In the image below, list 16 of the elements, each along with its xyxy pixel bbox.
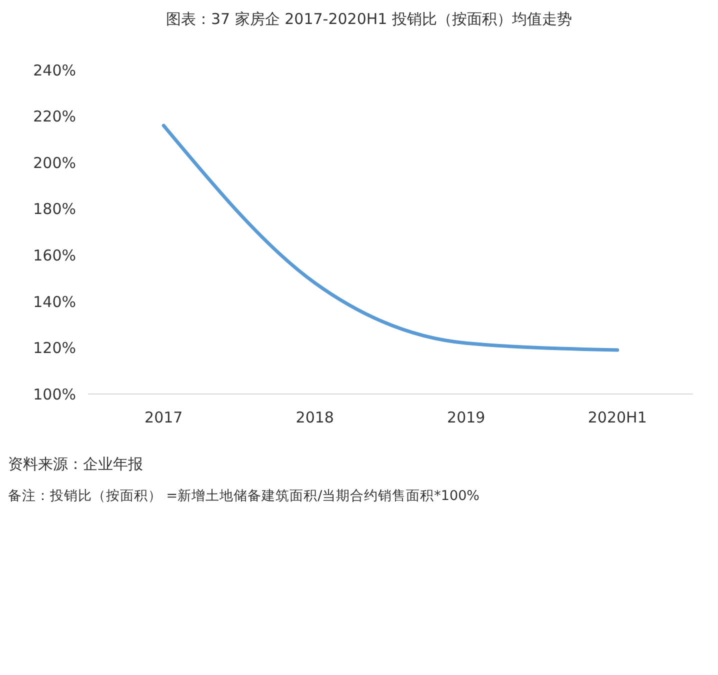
x-tick-label: 2020H1 [588, 408, 647, 427]
text: 备注：投销比（按面积） =新增土地储备建筑面积/当期合约销售面积*100% [8, 487, 480, 506]
x-tick-label: 2017 [144, 408, 183, 427]
y-tick-label: 140% [33, 292, 76, 311]
text: 资料来源：企业年报 [8, 454, 144, 475]
chart-title: 图表：37 家房企 2017-2020H1 投销比（按面积）均值走势 [165, 9, 573, 30]
y-tick-label: 120% [33, 339, 76, 358]
x-tick-label: 2018 [296, 408, 334, 427]
y-tick-label: 240% [33, 61, 76, 80]
line-series [162, 124, 620, 352]
x-tick-label: 2019 [447, 408, 486, 427]
y-tick-label: 160% [33, 246, 76, 264]
y-tick-label: 180% [33, 200, 76, 218]
y-tick-label: 100% [33, 385, 76, 404]
y-tick-label: 200% [33, 154, 76, 172]
y-tick-label: 220% [33, 108, 76, 126]
